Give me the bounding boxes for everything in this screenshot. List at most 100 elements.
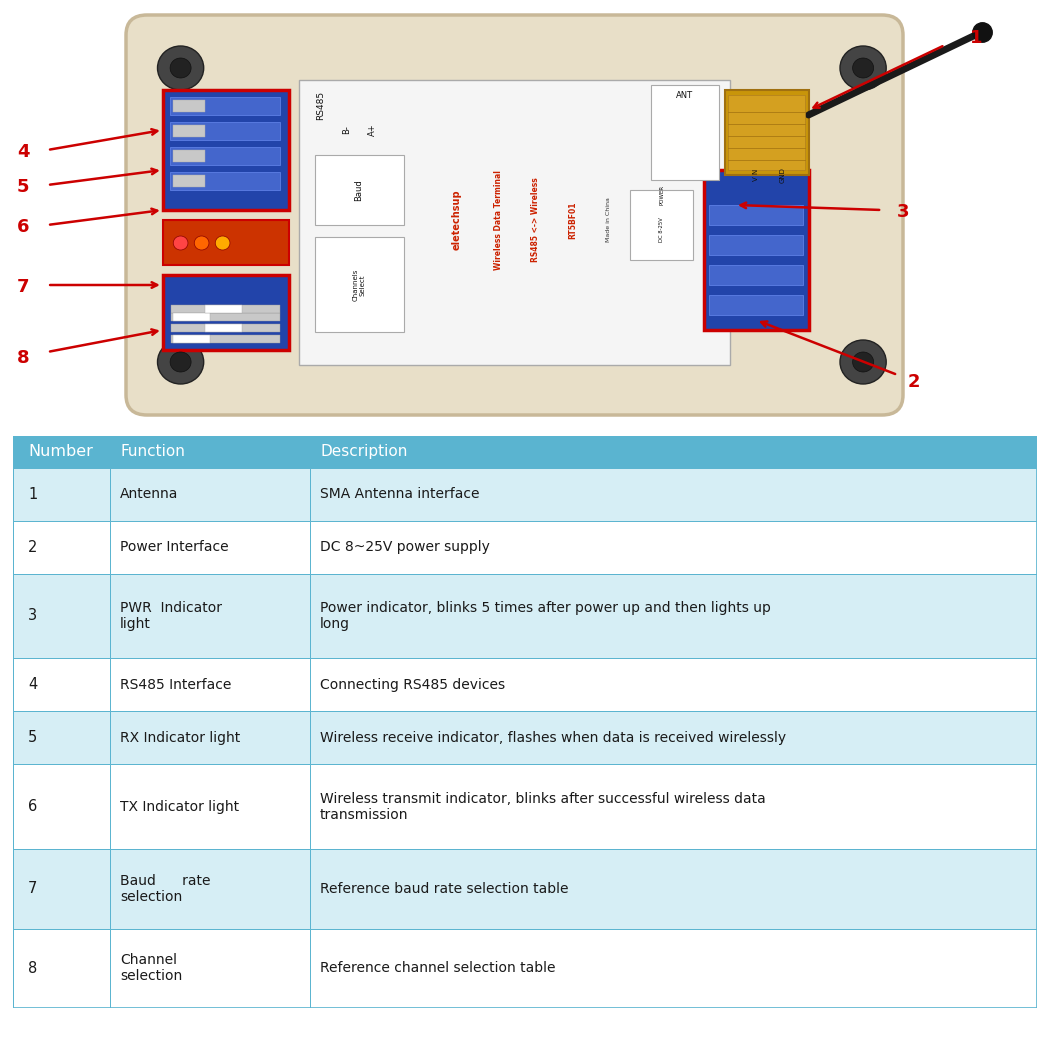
Bar	[163, 275, 289, 350]
Text: RS485 <-> Wireless: RS485 <-> Wireless	[531, 177, 540, 262]
Bar	[110, 928, 310, 1008]
Bar	[709, 235, 803, 255]
Text: eletechsup: eletechsup	[452, 190, 462, 250]
Bar	[630, 190, 693, 260]
Bar	[728, 94, 805, 170]
Circle shape	[853, 352, 874, 372]
Text: DC 8~25V power supply: DC 8~25V power supply	[320, 540, 490, 554]
Text: Baud      rate
selection: Baud rate selection	[120, 874, 211, 904]
Bar	[709, 265, 803, 285]
Text: Channels
Select: Channels Select	[353, 269, 365, 301]
Bar	[13, 849, 110, 928]
Bar	[173, 150, 205, 162]
Text: RT5BF01: RT5BF01	[568, 202, 576, 238]
Bar	[13, 928, 110, 1008]
Text: 6: 6	[17, 218, 29, 236]
Text: GND: GND	[779, 167, 785, 183]
Bar	[170, 172, 280, 190]
Bar	[315, 237, 404, 332]
Text: Function: Function	[120, 444, 185, 459]
Text: 8: 8	[28, 961, 37, 975]
Text: POWER: POWER	[659, 185, 664, 205]
Text: Channel
selection: Channel selection	[120, 953, 183, 984]
Bar	[13, 521, 110, 573]
Bar	[171, 304, 280, 313]
Bar	[13, 573, 110, 658]
Circle shape	[158, 340, 204, 384]
Bar	[173, 335, 210, 342]
Text: 7: 7	[17, 278, 29, 296]
Text: ANT: ANT	[676, 90, 693, 100]
Text: Number: Number	[28, 444, 92, 459]
Bar	[205, 304, 242, 313]
Bar	[171, 335, 280, 343]
Text: Power indicator, blinks 5 times after power up and then lights up
long: Power indicator, blinks 5 times after po…	[320, 601, 771, 631]
Text: 1: 1	[970, 29, 983, 47]
Text: Reference baud rate selection table: Reference baud rate selection table	[320, 882, 568, 896]
Bar	[173, 100, 205, 112]
Text: SMA Antenna interface: SMA Antenna interface	[320, 487, 480, 501]
Text: Reference channel selection table: Reference channel selection table	[320, 961, 555, 975]
Bar	[13, 711, 110, 764]
Text: 6: 6	[28, 799, 37, 814]
Circle shape	[194, 236, 209, 250]
Text: 4: 4	[17, 143, 29, 161]
Text: PWR  Indicator
light: PWR Indicator light	[120, 601, 223, 631]
Text: DC 8-25V: DC 8-25V	[659, 217, 664, 243]
Text: Made in China: Made in China	[607, 197, 611, 243]
Bar	[13, 467, 110, 521]
Bar	[310, 573, 1037, 658]
Circle shape	[853, 58, 874, 78]
Text: Power Interface: Power Interface	[120, 540, 229, 554]
Bar	[110, 764, 310, 849]
Text: Antenna: Antenna	[120, 487, 178, 501]
Bar	[709, 295, 803, 315]
Circle shape	[840, 340, 886, 384]
Text: RS485: RS485	[316, 90, 324, 120]
Text: 2: 2	[28, 540, 38, 554]
Bar	[310, 436, 1037, 467]
Circle shape	[158, 46, 204, 90]
Text: 5: 5	[28, 730, 37, 746]
Text: B-: B-	[342, 126, 351, 134]
FancyBboxPatch shape	[126, 15, 903, 415]
Bar	[110, 849, 310, 928]
Bar	[170, 122, 280, 140]
Bar	[310, 711, 1037, 764]
Bar	[110, 467, 310, 521]
Text: Wireless Data Terminal: Wireless Data Terminal	[495, 170, 503, 270]
Bar	[110, 658, 310, 711]
Bar	[310, 658, 1037, 711]
Bar	[173, 313, 210, 320]
Bar	[13, 764, 110, 849]
Bar	[299, 80, 730, 365]
Bar	[170, 147, 280, 165]
Text: 1: 1	[28, 486, 37, 502]
Bar	[315, 155, 404, 225]
Bar	[724, 90, 809, 175]
Text: 3: 3	[28, 608, 37, 624]
Bar	[110, 711, 310, 764]
Circle shape	[170, 58, 191, 78]
Text: 3: 3	[897, 203, 909, 220]
Text: 4: 4	[28, 677, 37, 692]
Bar	[163, 220, 289, 265]
Bar	[205, 324, 242, 332]
Text: TX Indicator light: TX Indicator light	[120, 800, 239, 814]
Bar	[110, 436, 310, 467]
Circle shape	[840, 46, 886, 90]
Bar	[310, 764, 1037, 849]
Bar	[171, 313, 280, 321]
Bar	[310, 521, 1037, 573]
Text: Baud: Baud	[355, 180, 363, 201]
Text: A+: A+	[369, 124, 377, 136]
Text: Description: Description	[320, 444, 407, 459]
Bar	[110, 521, 310, 573]
Bar	[171, 323, 280, 332]
Text: Connecting RS485 devices: Connecting RS485 devices	[320, 678, 505, 692]
Text: RS485 Interface: RS485 Interface	[120, 678, 232, 692]
Bar	[310, 849, 1037, 928]
Bar	[709, 205, 803, 225]
Bar	[13, 658, 110, 711]
Text: 8: 8	[17, 349, 29, 368]
